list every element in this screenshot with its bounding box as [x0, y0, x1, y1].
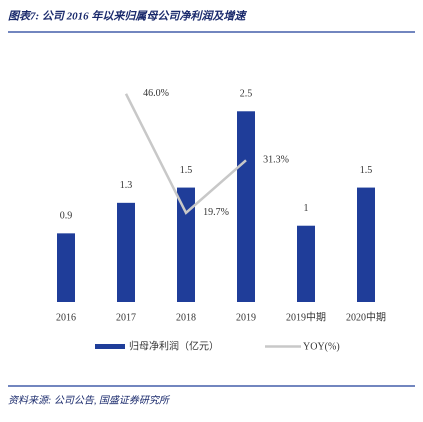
- data-label: 19.7%: [203, 207, 229, 218]
- source-note: 资料来源: 公司公告, 国盛证券研究所: [8, 394, 171, 406]
- bar: [237, 111, 255, 303]
- x-tick-label: 2018: [176, 312, 196, 323]
- x-tick-label: 2017: [116, 312, 136, 323]
- data-label: 1.3: [120, 180, 133, 191]
- chart-title: 图表7: 公司 2016 年以来归属母公司净利润及增速: [8, 10, 247, 23]
- bar: [117, 202, 135, 302]
- data-label: 46.0%: [143, 88, 169, 99]
- x-tick-label: 2016: [56, 312, 76, 323]
- data-label: 1: [304, 203, 309, 214]
- bar: [177, 187, 195, 302]
- legend-swatch: [95, 344, 125, 349]
- x-tick-label: 2020中期: [346, 310, 386, 323]
- x-tick-label: 2019: [236, 312, 256, 323]
- bar: [357, 187, 375, 302]
- legend-label: 归母净利润（亿元）: [129, 339, 219, 352]
- bar: [297, 225, 315, 302]
- data-label: 1.5: [360, 165, 373, 176]
- data-label: 31.3%: [263, 155, 289, 166]
- legend-label: YOY(%): [303, 341, 340, 352]
- data-label: 0.9: [60, 211, 73, 222]
- x-tick-label: 2019中期: [286, 310, 326, 323]
- data-label: 2.5: [240, 89, 253, 100]
- bar: [57, 233, 75, 302]
- line: [124, 93, 247, 215]
- data-label: 1.5: [180, 165, 193, 176]
